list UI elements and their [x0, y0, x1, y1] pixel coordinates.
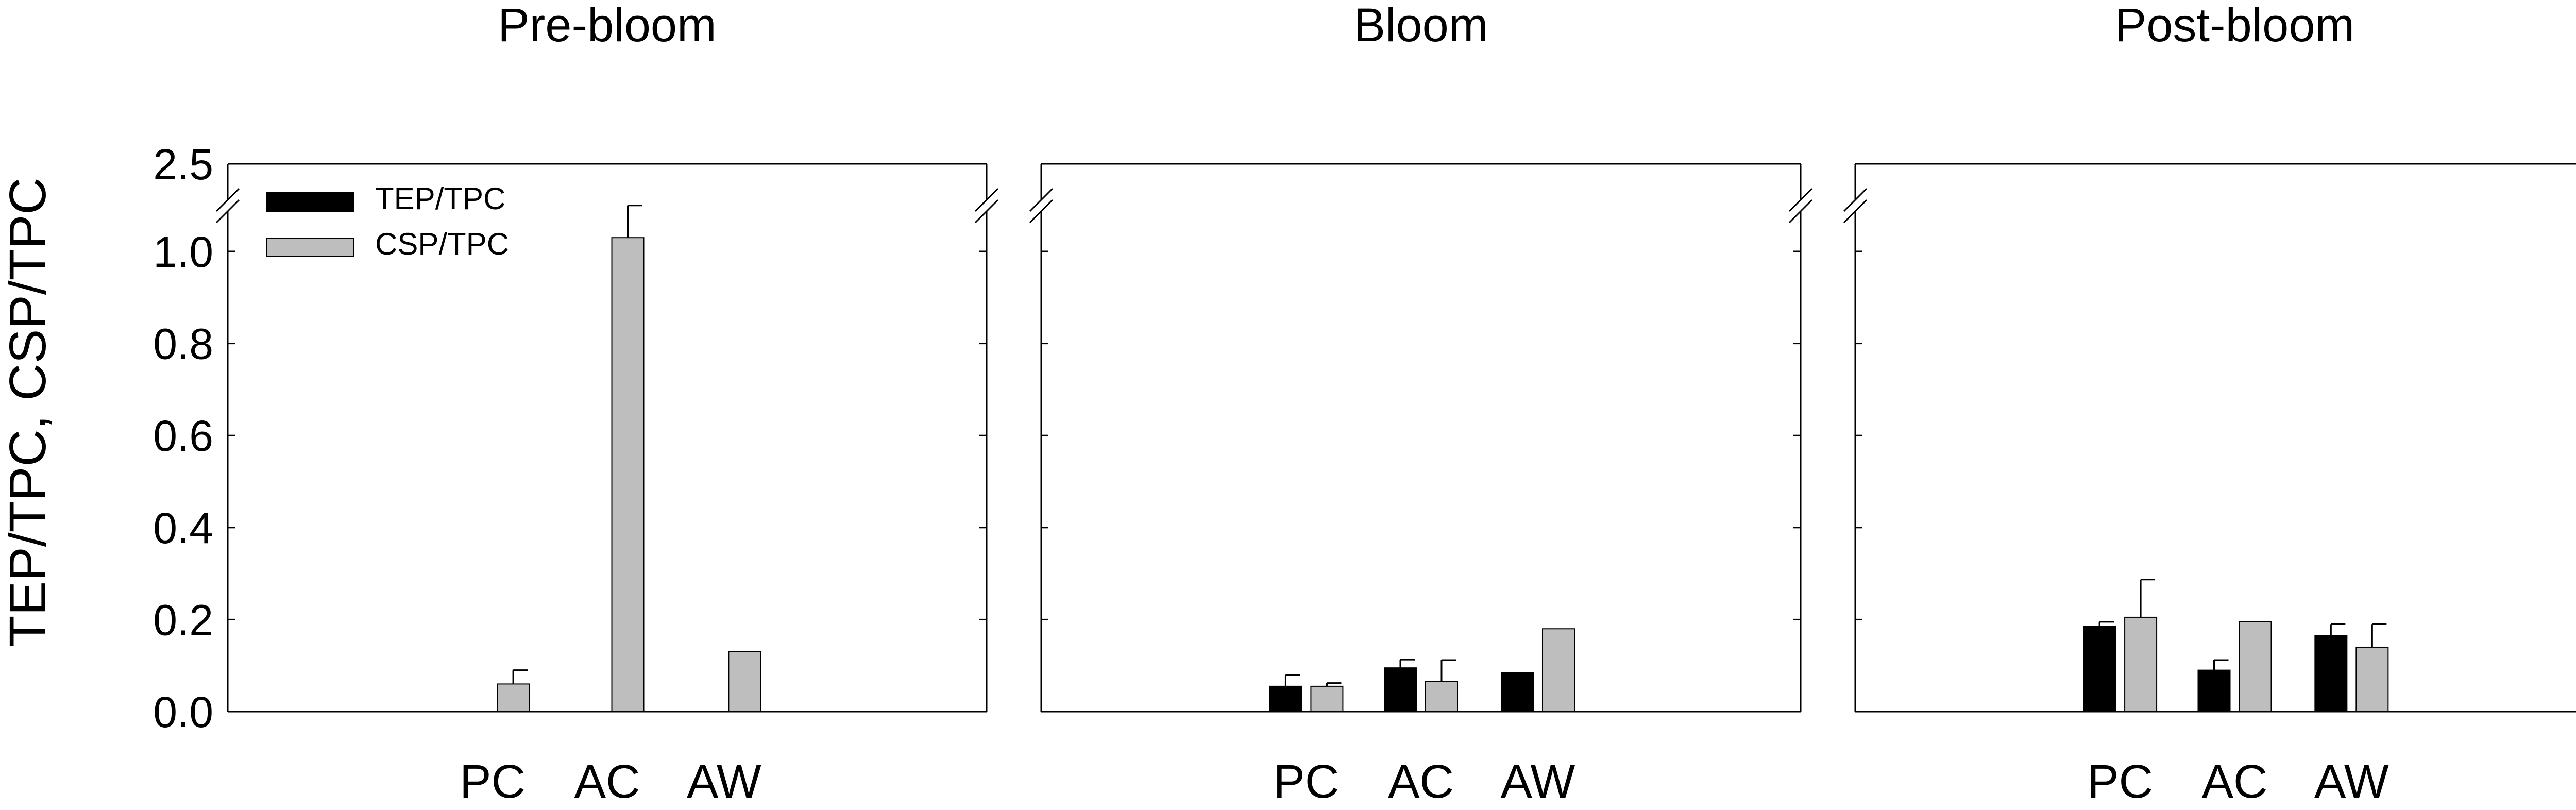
bar-csp-tpc-ac — [611, 237, 645, 712]
bar-csp-tpc-aw — [1541, 628, 1575, 713]
axis-break-mark — [1788, 199, 1813, 224]
y-tick-label: 1.0 — [153, 228, 213, 276]
y-tick-label: 0.4 — [153, 504, 213, 552]
bar-csp-tpc-ac — [2239, 621, 2272, 712]
y-tick-label: 0.0 — [153, 688, 213, 736]
axis-break-mark — [1843, 199, 1868, 224]
bar-tep-tpc-ac — [2197, 669, 2231, 713]
bar-csp-tpc-pc — [2124, 616, 2158, 713]
bar-tep-tpc-ac — [1384, 667, 1417, 713]
legend-swatch — [266, 192, 354, 212]
bar-csp-tpc-ac — [1425, 681, 1458, 712]
panel-title: Post-bloom — [2115, 0, 2354, 52]
legend-swatch — [266, 238, 354, 257]
axis-break-mark — [1029, 199, 1054, 224]
x-tick-label: AW — [687, 755, 761, 807]
x-tick-label: PC — [1274, 755, 1340, 807]
axis-break-mark — [215, 188, 240, 212]
bar-tep-tpc-pc — [1269, 685, 1302, 713]
chart-panel-2: Bloom PC AC AW — [1029, 0, 1813, 808]
bar-tep-tpc-aw — [1500, 672, 1534, 712]
axis-break-mark — [215, 199, 240, 224]
legend-label: TEP/TPC — [375, 181, 505, 216]
x-tick-label: AC — [574, 755, 640, 807]
bar-csp-tpc-pc — [497, 683, 530, 713]
y-tick-label: 0.8 — [153, 320, 213, 368]
axis-break-mark — [1843, 188, 1868, 212]
x-tick-label: AC — [2202, 755, 2268, 807]
y-axis-label: TEP/TPC, CSP/TPC — [0, 177, 57, 647]
bar-csp-tpc-aw — [2355, 646, 2389, 712]
x-tick-label: PC — [2087, 755, 2153, 807]
y-tick-label: 0.2 — [153, 596, 213, 644]
legend-label: CSP/TPC — [375, 227, 509, 261]
bar-tep-tpc-aw — [2314, 635, 2348, 713]
x-tick-label: AW — [2314, 755, 2389, 807]
bar-csp-tpc-aw — [728, 651, 761, 713]
panel-title: Bloom — [1354, 0, 1488, 52]
chart-panel-3: Post-bloom PC AC AW — [1843, 0, 2576, 808]
bar-csp-tpc-pc — [1310, 685, 1344, 713]
x-tick-label: AW — [1501, 755, 1575, 807]
axis-break-mark — [974, 199, 999, 224]
x-tick-label: PC — [460, 755, 526, 807]
panel-title: Pre-bloom — [498, 0, 716, 52]
axis-break-mark — [1788, 188, 1813, 212]
axis-break-mark — [1029, 188, 1054, 212]
axis-break-mark — [974, 188, 999, 212]
y-tick-label: 2.5 — [153, 140, 213, 189]
y-tick-label: 0.6 — [153, 412, 213, 460]
x-tick-label: AC — [1388, 755, 1454, 807]
chart-panel-1: Pre-bloom 0.0 0.2 0.4 0.6 0.8 1.0 2.5 PC AC AW TEP/… — [0, 0, 999, 808]
bar-tep-tpc-pc — [2083, 626, 2116, 713]
